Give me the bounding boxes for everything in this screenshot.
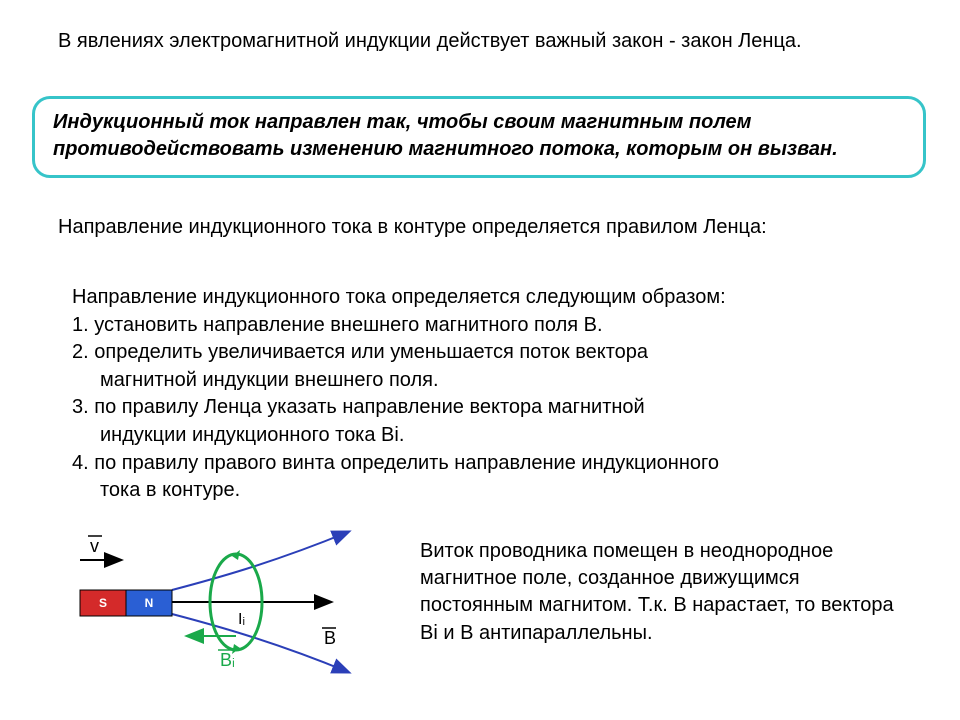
step-3b: индукции индукционного тока Вi.: [72, 422, 902, 450]
step-1: 1. установить направление внешнего магни…: [72, 312, 902, 340]
step-2b: магнитной индукции внешнего поля.: [72, 367, 902, 395]
step-4a: 4. по правилу правого винта определить н…: [72, 450, 902, 478]
svg-text:N: N: [145, 596, 154, 610]
rule-intro: Направление индукционного тока в контуре…: [58, 214, 898, 241]
svg-text:Bᵢ: Bᵢ: [220, 650, 235, 670]
step-4b: тока в контуре.: [72, 477, 902, 505]
diagram-explanation: Виток проводника помещен в неоднородное …: [420, 538, 900, 647]
steps-block: Направление индукционного тока определяе…: [72, 284, 902, 505]
svg-text:Iᵢ: Iᵢ: [238, 611, 245, 628]
step-2a: 2. определить увеличивается или уменьшае…: [72, 339, 902, 367]
svg-text:v: v: [90, 536, 99, 556]
svg-text:S: S: [99, 596, 107, 610]
svg-text:B: B: [324, 628, 336, 648]
steps-intro: Направление индукционного тока определяе…: [72, 284, 902, 312]
law-text: Индукционный ток направлен так, чтобы св…: [53, 109, 905, 163]
intro-text: В явлениях электромагнитной индукции дей…: [58, 28, 898, 55]
law-callout-box: Индукционный ток направлен так, чтобы св…: [32, 96, 926, 178]
step-3a: 3. по правилу Ленца указать направление …: [72, 394, 902, 422]
lenz-diagram: S Nv B Bᵢ Iᵢ: [60, 520, 370, 690]
